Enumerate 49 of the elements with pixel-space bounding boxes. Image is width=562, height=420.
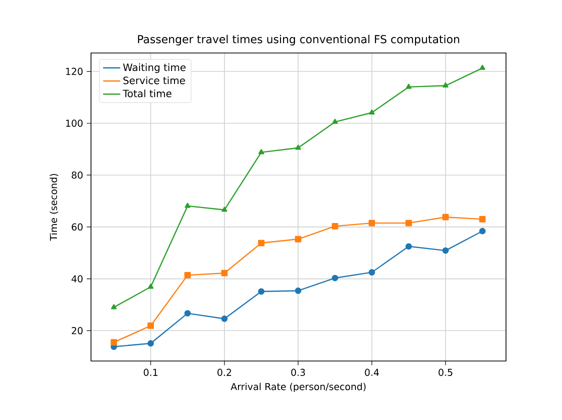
point <box>406 84 412 89</box>
point <box>111 304 117 310</box>
y-axis-title: Time (second) <box>50 174 58 241</box>
point <box>442 247 449 254</box>
chart-title: Passenger travel times using conventional FS computation <box>138 34 460 46</box>
point <box>184 310 191 316</box>
point <box>479 216 486 222</box>
point <box>148 340 154 347</box>
point <box>184 272 191 278</box>
legend-label: Waiting time <box>123 63 186 74</box>
y-tick-label: 20 <box>72 327 83 334</box>
point <box>406 243 412 250</box>
y-tick-label: 120 <box>66 68 83 75</box>
x-tick-label: 0.4 <box>364 368 379 376</box>
y-tick-label: 80 <box>72 172 83 179</box>
x-axis-title: Arrival Rate (person/second) <box>230 382 366 392</box>
point <box>332 274 338 282</box>
point <box>442 82 448 88</box>
point <box>295 144 301 150</box>
point <box>294 236 302 242</box>
point <box>148 284 154 289</box>
point <box>184 202 190 208</box>
x-tick-label: 0.5 <box>438 368 452 376</box>
legend-label: Service time <box>123 76 185 84</box>
point <box>368 269 376 276</box>
point <box>332 222 338 230</box>
point <box>222 206 228 212</box>
point <box>480 64 486 70</box>
point <box>368 109 375 115</box>
point <box>221 270 228 276</box>
y-tick-label: 40 <box>72 275 83 282</box>
x-tick-label: 0.1 <box>144 368 158 376</box>
y-tick-label: 60 <box>72 223 83 231</box>
point <box>442 214 449 220</box>
y-tick-label: 100 <box>66 120 83 127</box>
point <box>258 288 264 295</box>
point <box>332 118 338 124</box>
x-tick-label: 0.2 <box>217 368 232 376</box>
point <box>368 220 376 226</box>
point <box>294 288 302 294</box>
point <box>221 316 228 322</box>
point <box>258 149 264 154</box>
point <box>148 322 154 329</box>
point <box>479 228 486 234</box>
point <box>406 220 412 226</box>
point <box>110 339 118 346</box>
point <box>258 240 264 246</box>
legend-label: Total time <box>122 90 172 98</box>
x-tick-label: 0.3 <box>291 368 305 376</box>
